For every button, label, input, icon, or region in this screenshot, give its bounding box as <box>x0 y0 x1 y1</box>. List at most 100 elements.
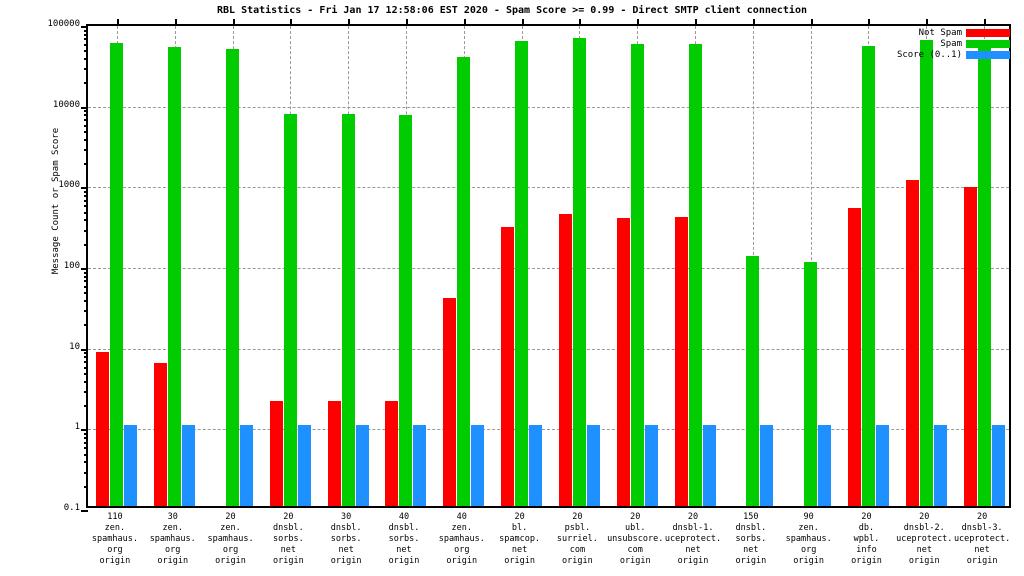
bar-spam[interactable] <box>399 114 413 506</box>
bar-spam[interactable] <box>515 41 529 506</box>
y-tick-minor <box>84 275 88 278</box>
x-tick <box>752 19 755 26</box>
bar-score-0-1[interactable] <box>760 425 774 506</box>
y-tick-minor <box>84 324 88 327</box>
x-tick <box>868 19 871 26</box>
bar-not-spam[interactable] <box>385 401 399 506</box>
y-tick-minor <box>84 130 88 133</box>
bar-score-0-1[interactable] <box>471 425 485 506</box>
bar-score-0-1[interactable] <box>933 425 947 506</box>
y-tick-minor <box>84 229 88 232</box>
bar-spam[interactable] <box>572 38 586 506</box>
bar-score-0-1[interactable] <box>413 425 427 506</box>
x-tick-label: 30 dnsbl. sorbs. net origin <box>330 512 362 566</box>
chart-title: RBL Statistics - Fri Jan 17 12:58:06 EST… <box>216 5 807 16</box>
bar-not-spam[interactable] <box>674 217 688 506</box>
bar-group <box>501 26 543 506</box>
bar-not-spam[interactable] <box>847 207 861 506</box>
bar-not-spam[interactable] <box>558 213 572 506</box>
bar-spam[interactable] <box>630 43 644 506</box>
bar-spam[interactable] <box>341 114 355 506</box>
bar-group <box>154 26 196 506</box>
bar-score-0-1[interactable] <box>991 425 1005 506</box>
bar-group <box>96 26 138 506</box>
y-tick-minor <box>84 405 88 408</box>
bar-score-0-1[interactable] <box>875 425 889 506</box>
y-tick-minor <box>84 114 88 117</box>
y-tick-minor <box>84 82 88 85</box>
x-tick-label: 40 zen. spamhaus. org origin <box>438 512 485 566</box>
legend-item[interactable]: Score (0..1) <box>897 50 1010 60</box>
bar-spam[interactable] <box>977 42 991 506</box>
bar-score-0-1[interactable] <box>702 425 716 506</box>
bar-score-0-1[interactable] <box>586 425 600 506</box>
bar-not-spam[interactable] <box>443 297 457 506</box>
legend-label: Spam <box>940 38 962 49</box>
y-tick-label-100: 100 <box>63 261 80 271</box>
bar-score-0-1[interactable] <box>240 425 254 506</box>
y-tick-label-1000: 1000 <box>58 180 80 191</box>
bar-spam[interactable] <box>746 256 760 506</box>
bar-spam[interactable] <box>168 47 182 506</box>
bar-not-spam[interactable] <box>96 352 110 506</box>
bar-group <box>212 26 254 506</box>
bar-spam[interactable] <box>919 39 933 506</box>
bar-score-0-1[interactable] <box>297 425 311 506</box>
y-tick-1 <box>81 429 88 432</box>
bar-group <box>905 26 947 506</box>
y-tick-minor <box>84 292 88 295</box>
x-tick-label: 90 zen. spamhaus. org origin <box>785 512 832 566</box>
x-tick <box>521 19 524 26</box>
bar-not-spam[interactable] <box>963 187 977 506</box>
y-tick-minor <box>84 461 88 464</box>
bar-group <box>847 26 889 506</box>
bar-score-0-1[interactable] <box>124 425 138 506</box>
y-tick-label-10000: 10000 <box>52 99 80 110</box>
x-tick-label: 20 dnsbl-3. uceprotect. net origin <box>953 512 1011 566</box>
legend-swatch <box>966 50 1010 59</box>
chart-legend: Not Spam Spam Score (0..1) <box>897 28 1010 60</box>
y-tick-minor <box>84 124 88 127</box>
y-tick-minor <box>84 441 88 444</box>
bar-score-0-1[interactable] <box>644 425 658 506</box>
bar-score-0-1[interactable] <box>182 425 196 506</box>
legend-item[interactable]: Not Spam <box>919 28 1010 38</box>
bar-spam[interactable] <box>226 49 240 506</box>
bar-not-spam[interactable] <box>327 401 341 506</box>
y-tick-minor <box>84 68 88 71</box>
bar-score-0-1[interactable] <box>529 425 543 506</box>
bar-spam[interactable] <box>688 44 702 506</box>
y-tick-minor <box>84 29 88 32</box>
x-tick <box>348 19 351 26</box>
bar-not-spam[interactable] <box>269 401 283 506</box>
y-tick-minor <box>84 243 88 246</box>
y-tick-minor <box>84 33 88 36</box>
bar-spam[interactable] <box>457 56 471 506</box>
y-tick-label-10: 10 <box>69 341 80 352</box>
x-tick-label: 20 db. wpbl. info origin <box>851 512 882 566</box>
legend-swatch <box>966 28 1010 37</box>
x-tick <box>174 19 177 26</box>
bar-not-spam[interactable] <box>616 218 630 506</box>
bar-not-spam[interactable] <box>501 226 515 506</box>
y-tick-minor <box>84 366 88 369</box>
x-tick <box>926 19 929 26</box>
y-tick-minor <box>84 43 88 46</box>
bar-spam[interactable] <box>861 46 875 506</box>
bar-spam[interactable] <box>804 262 818 506</box>
bar-not-spam[interactable] <box>905 180 919 506</box>
x-tick-label: 150 dnsbl. sorbs. net origin <box>735 512 767 566</box>
y-tick-minor <box>84 437 88 440</box>
y-tick-minor <box>84 163 88 166</box>
bar-not-spam[interactable] <box>154 362 168 506</box>
bar-score-0-1[interactable] <box>355 425 369 506</box>
bar-spam[interactable] <box>283 114 297 506</box>
bar-group <box>674 26 716 506</box>
y-tick-minor <box>84 361 88 364</box>
legend-item[interactable]: Spam <box>940 38 1010 49</box>
legend-swatch <box>966 39 1010 48</box>
bar-spam[interactable] <box>110 42 124 506</box>
x-tick-label: 20 psbl. surriel. com origin <box>556 512 598 566</box>
bar-score-0-1[interactable] <box>818 425 832 506</box>
bar-group <box>443 26 485 506</box>
